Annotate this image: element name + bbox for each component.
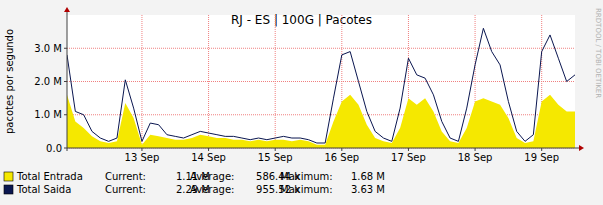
legend-label: Total Saida <box>16 184 71 195</box>
legend: Total EntradaCurrent:1.11 MAverage:586.4… <box>4 171 385 195</box>
data <box>67 28 575 148</box>
chart: RJ - ES | 100G | Pacotes pacotes por segu… <box>0 0 603 205</box>
tick-label: 18 Sep <box>458 152 493 163</box>
tick-label: 1.0 M <box>34 109 62 120</box>
axes: 0.0 1.0 M 2.0 M 3.0 M 13 Sep 14 Sep 15 Sep 16 S… <box>34 7 584 163</box>
tick-label: 3.0 M <box>34 43 62 54</box>
tick <box>208 148 209 151</box>
legend-stat-value: 3.63 M <box>351 184 385 195</box>
y-axis-label: pacotes por segundo <box>4 29 15 134</box>
tick <box>475 148 476 151</box>
line <box>67 28 575 143</box>
watermark: RRDTOOL / TOBI OETIKER <box>594 8 602 98</box>
grid-line <box>141 15 142 148</box>
legend-stat-label: Current: <box>105 171 146 182</box>
grid-line <box>67 48 575 49</box>
tick-label: 0.0 <box>46 143 62 154</box>
legend-stat-label: Current: <box>105 184 146 195</box>
tick <box>341 148 342 151</box>
plot-background <box>67 15 575 148</box>
grid-line <box>67 81 575 82</box>
legend-swatch <box>4 172 13 181</box>
axis-arrow <box>579 145 584 151</box>
tick <box>64 81 67 82</box>
tick-label: 17 Sep <box>391 152 426 163</box>
grid-line <box>275 15 276 148</box>
tick-label: 15 Sep <box>258 152 293 163</box>
tick <box>408 148 409 151</box>
legend-stat-label: Average: <box>190 184 234 195</box>
background <box>0 0 603 205</box>
legend-stat-label: Maximum: <box>280 184 333 195</box>
legend-stat-label: Average: <box>190 171 234 182</box>
grid-line <box>208 15 209 148</box>
tick-label: 13 Sep <box>125 152 160 163</box>
tick <box>64 148 67 149</box>
tick-label: 16 Sep <box>324 152 359 163</box>
legend-stat-value: 1.68 M <box>351 171 385 182</box>
tick <box>275 148 276 151</box>
axis-arrow <box>64 7 70 12</box>
title: RJ - ES | 100G | Pacotes <box>231 13 372 27</box>
legend-stat-label: Maximum: <box>280 171 333 182</box>
x-axis <box>67 148 581 149</box>
tick <box>64 114 67 115</box>
tick-label: 19 Sep <box>524 152 559 163</box>
legend-label: Total Entrada <box>16 171 83 182</box>
legend-swatch <box>4 185 13 194</box>
tick <box>541 148 542 151</box>
tick-label: 14 Sep <box>191 152 226 163</box>
tick <box>141 148 142 151</box>
tick <box>64 48 67 49</box>
area <box>67 95 575 148</box>
tick-label: 2.0 M <box>34 76 62 87</box>
grid <box>67 15 575 148</box>
